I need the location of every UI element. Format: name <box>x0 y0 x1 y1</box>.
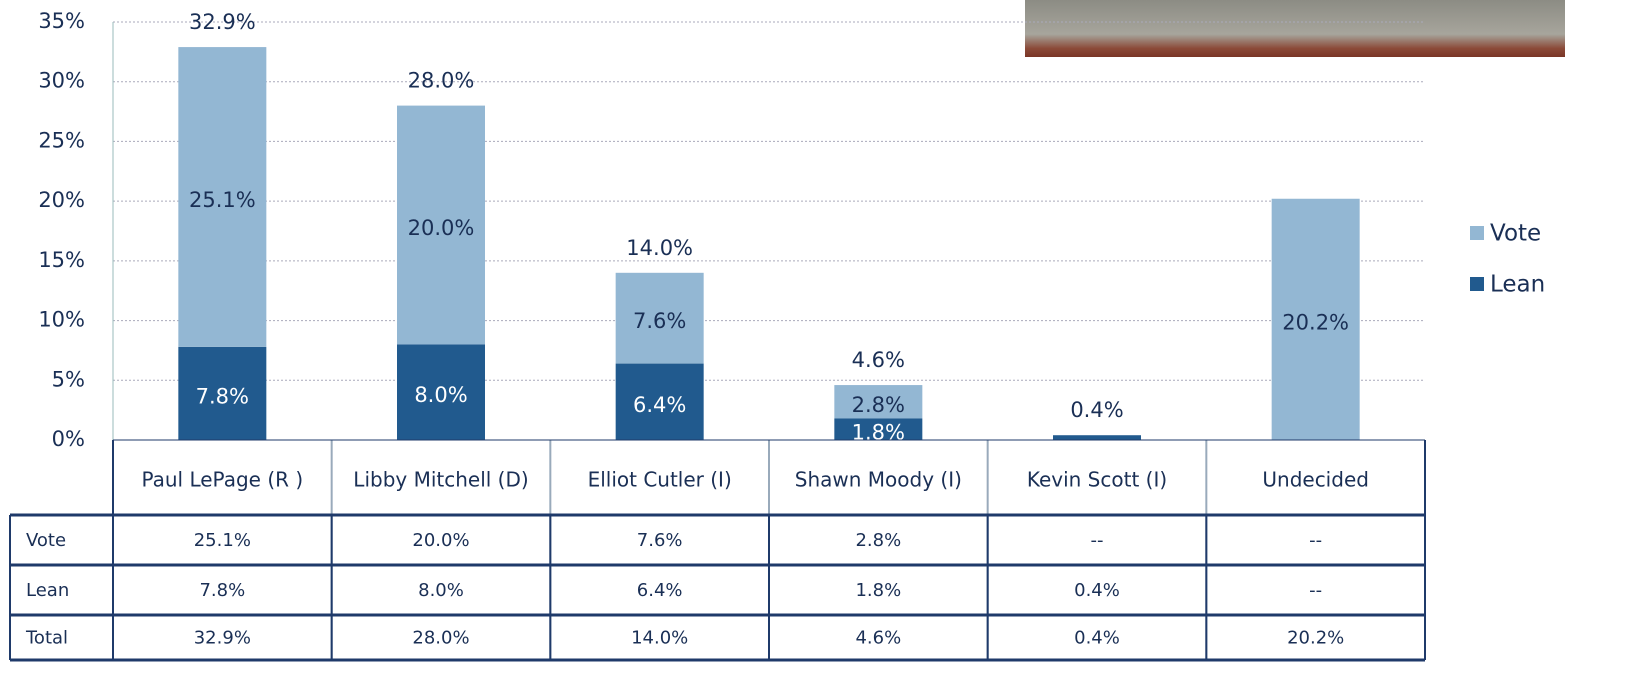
data-label: 7.8% <box>196 384 249 408</box>
table-cell: -- <box>1309 530 1322 551</box>
photo <box>1025 0 1565 57</box>
bar-segment <box>1271 198 1360 440</box>
data-label: 25.1% <box>189 188 256 212</box>
x-tick-label: Paul LePage (R ) <box>141 468 303 492</box>
table-cell: 20.0% <box>412 530 469 551</box>
y-tick-label: 20% <box>38 188 85 212</box>
table-cell: 1.8% <box>855 580 901 601</box>
table-cell: 28.0% <box>412 628 469 649</box>
data-label: 8.0% <box>414 383 467 407</box>
legend-label: Vote <box>1490 221 1541 247</box>
table-cell: 2.8% <box>855 530 901 551</box>
data-label: 2.8% <box>852 393 905 417</box>
x-tick-label: Kevin Scott (I) <box>1027 468 1167 492</box>
bar-segment <box>178 47 267 347</box>
y-tick-label: 5% <box>52 367 85 391</box>
y-tick-label: 25% <box>38 128 85 152</box>
legend-label: Lean <box>1490 272 1545 298</box>
table-cell: 7.8% <box>199 580 245 601</box>
bar-segment <box>178 346 267 440</box>
data-label: 7.6% <box>633 309 686 333</box>
table-cell: 32.9% <box>194 628 251 649</box>
table-cell: -- <box>1091 530 1104 551</box>
table-cell: 0.4% <box>1074 580 1120 601</box>
y-tick-label: 15% <box>38 248 85 272</box>
table-cell: 4.6% <box>855 628 901 649</box>
row-header: Lean <box>26 580 69 601</box>
data-label: 1.8% <box>852 420 905 444</box>
x-tick-label: Libby Mitchell (D) <box>353 468 528 492</box>
total-label: 14.0% <box>626 236 693 260</box>
row-header: Vote <box>26 530 66 551</box>
data-label: 20.2% <box>1282 310 1349 334</box>
table-cell: 0.4% <box>1074 628 1120 649</box>
y-tick-label: 0% <box>52 427 85 451</box>
data-label: 6.4% <box>633 393 686 417</box>
table-cell: 8.0% <box>418 580 464 601</box>
table-cell: 14.0% <box>631 628 688 649</box>
bar-segment <box>1053 435 1141 440</box>
bar-segment <box>615 363 704 440</box>
table-cell: 20.2% <box>1287 628 1344 649</box>
y-tick-label: 35% <box>38 9 85 33</box>
total-label: 0.4% <box>1070 398 1123 422</box>
legend-swatch <box>1470 277 1484 291</box>
x-tick-label: Undecided <box>1262 468 1369 492</box>
bar-segment <box>397 344 485 440</box>
total-label: 4.6% <box>852 348 905 372</box>
bar-segment <box>834 418 923 440</box>
row-header: Total <box>25 628 68 649</box>
y-tick-label: 10% <box>38 308 85 332</box>
x-tick-label: Elliot Cutler (I) <box>588 468 732 492</box>
bar-segment <box>834 385 923 419</box>
y-tick-label: 30% <box>38 69 85 93</box>
table-cell: 7.6% <box>637 530 683 551</box>
total-label: 32.9% <box>189 10 256 34</box>
table-cell: -- <box>1309 580 1322 601</box>
x-tick-label: Shawn Moody (I) <box>795 468 962 492</box>
total-label: 28.0% <box>408 69 475 93</box>
bar-segment <box>397 105 485 345</box>
data-label: 20.0% <box>408 216 475 240</box>
table-cell: 25.1% <box>194 530 251 551</box>
legend-swatch <box>1470 226 1484 240</box>
bar-segment <box>615 272 704 364</box>
table-cell: 6.4% <box>637 580 683 601</box>
